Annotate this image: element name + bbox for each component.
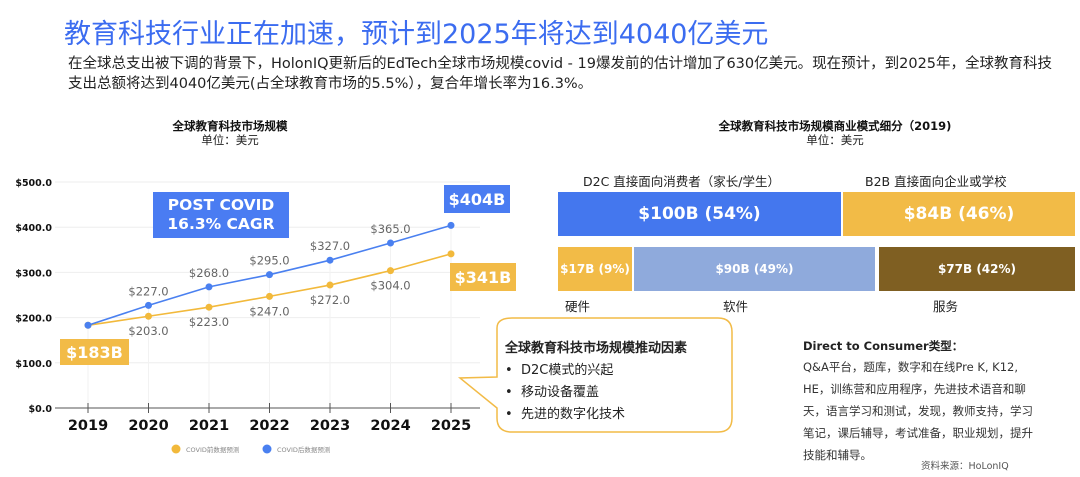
page-subtitle: 在全球总支出被下调的背景下，HolonIQ更新后的EdTech全球市场规模cov…	[68, 56, 1053, 92]
segment-chart-title: 全球教育科技市场规模商业模式细分（2019)	[718, 119, 952, 133]
end-post-covid-badge: $404B	[444, 185, 510, 213]
page-title: 教育科技行业正在加速，预计到2025年将达到4040亿美元	[64, 19, 769, 50]
data-point	[145, 312, 152, 320]
data-label: $268.0	[189, 266, 229, 280]
data-point	[387, 267, 394, 275]
x-tick-label: 2023	[310, 418, 350, 434]
legend-marker	[171, 444, 181, 454]
legend-marker	[262, 444, 272, 454]
callout-item: 先进的数字化技术	[505, 404, 735, 426]
y-tick-label: $0.0	[29, 404, 53, 415]
callout-content: 全球教育科技市场规模推动因素 D2C模式的兴起 移动设备覆盖 先进的数字化技术	[505, 337, 735, 426]
data-point	[387, 239, 394, 247]
data-point	[145, 301, 152, 309]
cagr-line2: 16.3% CAGR	[167, 215, 275, 233]
start-value-badge: $183B	[60, 339, 129, 365]
hardware-bar: $17B (9%)	[558, 247, 632, 291]
data-label: $203.0	[128, 324, 168, 338]
data-point	[84, 321, 92, 329]
callout-item: D2C模式的兴起	[505, 360, 735, 382]
data-point	[326, 281, 334, 289]
legend-label: COVID后数据预测	[277, 445, 331, 454]
data-label: $295.0	[249, 254, 289, 268]
line-chart-unit: 单位：美元	[201, 133, 259, 147]
line-chart: $0.0 $100.0 $200.0 $300.0 $400.0 $500.0 2019 20…	[15, 178, 480, 454]
data-point	[205, 303, 213, 311]
services-bar: $77B (42%)	[879, 247, 1075, 291]
d2c-types-title: Direct to Consumer类型：	[803, 339, 964, 353]
services-label: 服务	[933, 299, 959, 314]
x-tick-label: 2024	[370, 418, 410, 434]
x-tick-label: 2019	[68, 418, 108, 434]
y-tick-label: $200.0	[15, 314, 52, 325]
callout-title: 全球教育科技市场规模推动因素	[505, 341, 688, 356]
b2b-label: B2B 直接面向企业或学校	[865, 174, 1007, 189]
data-label: $272.0	[310, 293, 350, 307]
callout-item: 移动设备覆盖	[505, 382, 735, 404]
legend-label: COVID前数据预测	[186, 445, 240, 454]
software-bar: $90B (49%)	[634, 247, 875, 291]
data-point	[266, 292, 273, 300]
data-label: $223.0	[189, 315, 229, 329]
data-label: $365.0	[370, 222, 410, 236]
b2b-bar: $84B (46%)	[843, 192, 1075, 236]
data-point	[326, 256, 334, 264]
y-tick-label: $400.0	[15, 223, 52, 234]
line-chart-title: 全球教育科技市场规模	[172, 119, 288, 133]
d2c-bar: $100B (54%)	[558, 192, 841, 236]
data-point	[447, 250, 455, 258]
x-tick-label: 2025	[431, 418, 471, 434]
cagr-line1: POST COVID	[167, 196, 275, 214]
software-label: 软件	[723, 299, 749, 314]
source-note: 资料来源：HoLonIQ	[921, 461, 1009, 472]
x-tick-label: 2020	[128, 418, 168, 434]
d2c-types-body: Q&A平台，题库，数字和在线Pre K, K12, HE，训练营和应用程序，先进…	[803, 360, 1033, 462]
cagr-annotation: POST COVID 16.3% CAGR	[153, 192, 289, 238]
x-tick-label: 2022	[249, 418, 289, 434]
y-tick-label: $100.0	[15, 359, 52, 370]
data-label: $304.0	[370, 279, 410, 293]
data-label: $247.0	[249, 304, 289, 318]
x-tick-label: 2021	[189, 418, 229, 434]
end-pre-covid-badge: $341B	[450, 263, 516, 291]
data-label: $327.0	[310, 239, 350, 253]
y-tick-label: $500.0	[15, 178, 52, 189]
segment-chart-unit: 单位：美元	[806, 133, 864, 147]
data-point	[447, 221, 455, 229]
y-tick-label: $300.0	[15, 268, 52, 279]
data-point	[205, 283, 213, 291]
data-point	[266, 271, 273, 279]
data-label: $227.0	[128, 284, 168, 298]
d2c-label: D2C 直接面向消费者（家长/学生）	[583, 174, 780, 189]
hardware-label: 硬件	[565, 299, 591, 314]
